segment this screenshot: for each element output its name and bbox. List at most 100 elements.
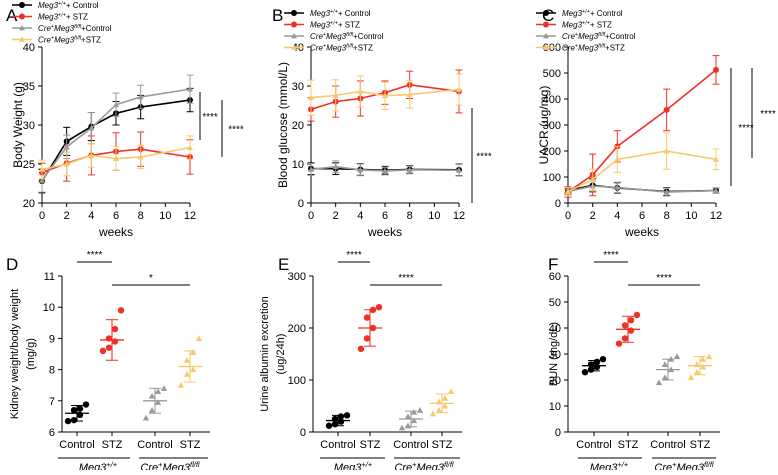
- data-point: [456, 86, 462, 92]
- data-point: [713, 156, 719, 162]
- series-2: [307, 160, 463, 177]
- group-1: STZ: [615, 311, 641, 451]
- data-point: [189, 349, 197, 355]
- x-tick-label: 6: [382, 210, 388, 222]
- data-point: [363, 314, 371, 321]
- data-point: [713, 66, 719, 73]
- data-point: [687, 374, 695, 380]
- significance-label: ****: [760, 109, 776, 120]
- x-tick-label: 12: [184, 210, 196, 222]
- series-line: [41, 99, 191, 182]
- panel-A-y-tick-label: 20: [23, 198, 35, 210]
- data-point: [343, 412, 351, 419]
- panel-B-y-tick-label: 10: [292, 159, 304, 171]
- y-axis-label: Blood glucose (mmol/L): [276, 62, 290, 188]
- category-label: STZ: [432, 439, 453, 451]
- group-0: Control: [59, 401, 95, 451]
- data-point: [177, 382, 185, 388]
- data-point: [614, 184, 621, 190]
- group-2: Control: [137, 385, 173, 451]
- data-point: [331, 415, 339, 423]
- panel-C-y-tick-label: 100: [543, 172, 561, 184]
- panel-D-y-tick-label: 6: [49, 427, 55, 439]
- data-point: [105, 344, 113, 351]
- panel-F-y-tick-label: 40: [549, 323, 561, 335]
- legend-label: Cre+Meg3fl/fl+STZ: [310, 44, 373, 53]
- panel-label: F: [548, 255, 558, 274]
- legend-marker: [291, 10, 297, 16]
- group-label: Meg3+/+: [590, 460, 629, 471]
- legend-marker: [19, 13, 25, 20]
- x-tick-label: 2: [333, 210, 339, 222]
- panel-E-y-tick-label: 0: [300, 427, 306, 439]
- panel-D-y-tick-label: 11: [44, 271, 55, 283]
- data-point: [137, 153, 144, 160]
- legend-marker: [19, 25, 25, 31]
- series-3: [307, 73, 463, 116]
- legend-marker: [291, 21, 297, 28]
- group-3: STZ: [177, 335, 203, 451]
- data-point: [382, 92, 388, 99]
- x-tick-label: 10: [159, 210, 171, 222]
- panel-A-y-tick-label: 25: [23, 159, 35, 171]
- legend-marker: [291, 44, 297, 50]
- data-point: [614, 156, 621, 162]
- data-point: [325, 422, 333, 429]
- comparison-label: ****: [603, 250, 619, 261]
- x-axis-label: weeks: [624, 225, 659, 239]
- data-point: [88, 125, 95, 131]
- x-tick-label: 2: [590, 210, 596, 222]
- x-tick-label: 10: [428, 210, 440, 222]
- data-point: [693, 369, 701, 375]
- data-point: [435, 406, 443, 413]
- data-point: [88, 152, 95, 158]
- x-tick-label: 12: [453, 210, 465, 222]
- panel-B-y-tick-label: 20: [292, 120, 304, 132]
- legend-label: Cre+Meg3fl/fl+Control: [38, 24, 112, 33]
- panel-A: A 20 25 30 35 40 0 2 4 6 8 10 12 weeks Body Weight (g)…: [6, 1, 244, 239]
- data-point: [663, 106, 670, 113]
- category-label: STZ: [690, 439, 711, 451]
- panel-label: A: [6, 6, 18, 25]
- data-point: [633, 311, 641, 319]
- data-point: [63, 161, 70, 167]
- data-point: [599, 356, 607, 363]
- data-point: [113, 101, 119, 108]
- data-point: [70, 416, 78, 424]
- data-point: [187, 86, 193, 92]
- panel-E-y-tick-label: 300: [288, 271, 306, 283]
- data-point: [154, 388, 162, 394]
- data-point: [615, 340, 623, 347]
- group-0: Control: [576, 356, 612, 451]
- x-tick-label: 0: [308, 210, 314, 222]
- panel-C-y-tick-label: 0: [555, 198, 561, 210]
- x-tick-label: 4: [614, 210, 620, 222]
- panel-C-y-tick-label: 200: [543, 146, 561, 158]
- data-point: [404, 422, 412, 429]
- series-2: [564, 180, 720, 197]
- significance-label: ****: [202, 112, 218, 123]
- data-point: [441, 395, 449, 401]
- series-1: [564, 55, 720, 198]
- legend-label: Meg3+/++ STZ: [310, 21, 360, 30]
- y-axis-label: Urine albumin excretion: [259, 296, 271, 412]
- legend-label: Cre+Meg3fl/fl+Control: [562, 32, 636, 41]
- legend-label: Meg3+/++ Control: [310, 9, 371, 18]
- group-label: Meg3+/+: [334, 460, 373, 471]
- group-1: STZ: [99, 307, 125, 451]
- data-point: [189, 366, 197, 373]
- comparison-label: ****: [398, 273, 414, 284]
- data-point: [663, 189, 670, 195]
- category-label: Control: [393, 439, 428, 451]
- data-point: [593, 358, 601, 365]
- panel-F-y-tick-label: 0: [555, 427, 561, 439]
- category-label: Control: [320, 439, 355, 451]
- data-point: [661, 361, 669, 367]
- group-label: Cre+Meg3fl/fl: [140, 460, 200, 471]
- legend-marker: [19, 36, 25, 42]
- panel-D-y-tick-label: 7: [49, 396, 55, 408]
- legend-label: Meg3+/++ STZ: [562, 21, 612, 30]
- category-label: STZ: [618, 439, 639, 451]
- data-point: [337, 413, 345, 420]
